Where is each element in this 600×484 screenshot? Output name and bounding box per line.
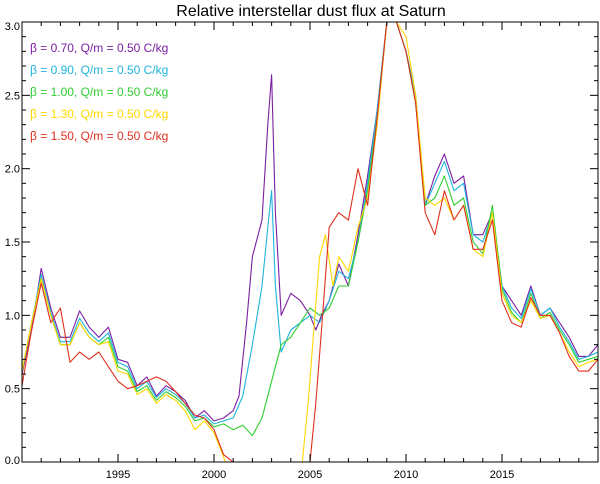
x-tick-label: 1995 — [106, 469, 130, 481]
y-tick-label: 3.0 — [5, 21, 20, 33]
y-tick-label: 0.5 — [5, 384, 20, 396]
series-line-5 — [22, 22, 598, 462]
series-line-2 — [22, 22, 598, 425]
series-line-4 — [22, 22, 598, 462]
y-axis: 0.0 0.5 1.0 1.5 2.0 2.5 3.0 — [5, 21, 598, 467]
y-tick-label: 0.0 — [5, 455, 20, 467]
x-tick-label: 2010 — [394, 469, 418, 481]
legend-entry-1: β = 0.70, Q/m = 0.50 C/kg — [30, 41, 168, 55]
x-tick-label: 2015 — [490, 469, 514, 481]
y-tick-label: 1.5 — [5, 237, 20, 249]
series-line-1 — [22, 22, 598, 422]
legend-entry-4: β = 1.30, Q/m = 0.50 C/kg — [30, 107, 168, 121]
chart-title: Relative interstellar dust flux at Satur… — [176, 3, 445, 20]
x-tick-label: 2000 — [202, 469, 226, 481]
y-tick-label: 1.0 — [5, 310, 20, 322]
series-group — [22, 22, 598, 462]
legend-entry-5: β = 1.50, Q/m = 0.50 C/kg — [30, 129, 168, 143]
legend-entry-2: β = 0.90, Q/m = 0.50 C/kg — [30, 63, 168, 77]
legend-entry-3: β = 1.00, Q/m = 0.50 C/kg — [30, 85, 168, 99]
legend: β = 0.70, Q/m = 0.50 C/kg β = 0.90, Q/m =… — [30, 41, 168, 143]
plot-frame — [21, 21, 599, 463]
y-tick-label: 2.0 — [5, 164, 20, 176]
y-tick-label: 2.5 — [5, 90, 20, 102]
x-tick-label: 2005 — [298, 469, 322, 481]
